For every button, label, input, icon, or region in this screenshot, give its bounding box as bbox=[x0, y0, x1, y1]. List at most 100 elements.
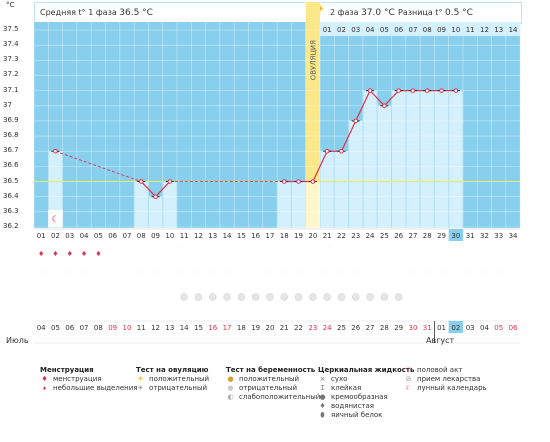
drop-icon: ♦ bbox=[41, 375, 48, 383]
test-negative-icon bbox=[209, 293, 217, 301]
cycle-day-label: 26 bbox=[394, 232, 403, 240]
temperature-point bbox=[153, 194, 158, 199]
cycle-day-label: 10 bbox=[165, 232, 174, 240]
temperature-line-segment bbox=[383, 90, 400, 107]
calendar-date-label: 15 bbox=[194, 324, 203, 332]
legend-moon: ☾ лунный календарь bbox=[405, 384, 487, 392]
y-tick-label: 36.4 bbox=[3, 191, 19, 200]
test-negative-icon bbox=[366, 293, 374, 301]
calendar-date-label: 26 bbox=[351, 324, 360, 332]
temperature-column bbox=[449, 90, 463, 228]
legend-ovu-negative: ☀ отрицательный bbox=[137, 384, 208, 392]
temperature-column bbox=[334, 151, 349, 228]
temperature-column bbox=[277, 181, 291, 228]
calendar-date-label: 31 bbox=[423, 324, 432, 332]
phase2-day-label: 10 bbox=[451, 26, 460, 34]
legend-ovu-positive: ☀ положительный bbox=[137, 375, 210, 383]
drop-icon: ♦ bbox=[95, 250, 101, 258]
legend-ovulation-title: Тест на овуляцию bbox=[136, 366, 209, 374]
temperature-point bbox=[324, 148, 330, 154]
temperature-line-segment bbox=[355, 90, 371, 122]
calendar-date-label: 28 bbox=[380, 324, 389, 332]
calendar-date-label: 20 bbox=[265, 324, 274, 332]
cycle-day-label: 22 bbox=[337, 232, 346, 240]
small-drop-icon: ♦ bbox=[42, 386, 47, 392]
phase2-header-bg bbox=[320, 22, 521, 36]
calendar-date-label: 29 bbox=[394, 324, 403, 332]
watery-icon: ♦ bbox=[319, 402, 326, 410]
cycle-day-label: 25 bbox=[380, 232, 389, 240]
test-negative-icon bbox=[180, 293, 188, 301]
temperature-point bbox=[410, 88, 416, 93]
ovulation-column bbox=[305, 2, 320, 228]
test-negative-icon: ● bbox=[227, 384, 234, 392]
calendar-date-label: 02 bbox=[451, 324, 460, 332]
cycle-day-label: 07 bbox=[122, 232, 131, 240]
phase2-day-label: 14 bbox=[509, 26, 518, 34]
phase2-day-label: 03 bbox=[351, 26, 360, 34]
calendar-date-label: 06 bbox=[65, 324, 74, 332]
calendar-date-label: 08 bbox=[94, 324, 103, 332]
today-highlight bbox=[448, 321, 463, 333]
temperature-line-segment bbox=[340, 120, 357, 152]
y-tick-label: 37.2 bbox=[3, 70, 19, 79]
temperature-point bbox=[296, 179, 301, 184]
y-tick-label: 37.5 bbox=[3, 25, 19, 33]
temperature-column bbox=[320, 151, 334, 228]
temperature-column bbox=[48, 151, 63, 228]
cycle-day-label: 17 bbox=[265, 232, 274, 240]
test-negative-icon bbox=[380, 293, 389, 301]
cycle-day-label: 11 bbox=[180, 232, 189, 240]
temperature-column bbox=[377, 105, 391, 228]
sun-positive-icon: ☀ bbox=[137, 375, 144, 383]
legend-preg-negative: ● отрицательный bbox=[227, 384, 298, 392]
cycle-day-label: 20 bbox=[308, 232, 317, 240]
cycle-day-label: 01 bbox=[37, 232, 46, 240]
calendar-date-label: 10 bbox=[122, 324, 131, 332]
y-tick-label: 36.9 bbox=[3, 115, 19, 124]
temperature-point bbox=[53, 148, 58, 154]
phase2-day-label: 01 bbox=[323, 26, 332, 34]
creamy-icon: ● bbox=[319, 393, 326, 401]
calendar-date-label: 03 bbox=[466, 324, 475, 332]
cycle-day-label: 02 bbox=[51, 232, 60, 240]
phase2-day-label: 06 bbox=[394, 26, 403, 34]
legend-menstruation: ♦ менструация bbox=[41, 375, 102, 383]
cycle-day-label: 28 bbox=[423, 232, 432, 240]
cycle-day-label: 14 bbox=[223, 232, 232, 240]
month-right: Август bbox=[426, 336, 455, 345]
temperature-column bbox=[434, 90, 449, 228]
cycle-day-label: 18 bbox=[280, 232, 289, 240]
calendar-date-label: 17 bbox=[223, 324, 232, 332]
y-tick-label: 37.4 bbox=[3, 40, 19, 49]
y-tick-label: 36.5 bbox=[3, 176, 19, 185]
phase2-day-label: 11 bbox=[466, 26, 475, 34]
cycle-day-label: 29 bbox=[437, 232, 446, 240]
temperature-point bbox=[439, 88, 444, 93]
temperature-line-segment bbox=[55, 150, 142, 182]
calendar-date-label: 14 bbox=[180, 324, 189, 332]
temperature-point bbox=[310, 179, 316, 184]
temperature-column bbox=[134, 181, 148, 228]
phase1-stat: Средняя t° 1 фаза 36.5 °C bbox=[40, 8, 153, 18]
y-tick-label: 37 bbox=[3, 100, 12, 109]
test-weak-icon: ◐ bbox=[227, 393, 234, 401]
calendar-date-label: 22 bbox=[294, 324, 303, 332]
legend-eggwhite: ⬮ яичный белок bbox=[318, 411, 382, 420]
test-negative-icon bbox=[337, 293, 346, 301]
cycle-day-label: 13 bbox=[208, 232, 217, 240]
cycle-day-label: 31 bbox=[466, 232, 475, 240]
calendar-date-label: 05 bbox=[494, 324, 503, 332]
calendar-date-label: 05 bbox=[51, 324, 60, 332]
cycle-day-label: 09 bbox=[151, 232, 160, 240]
calendar-date-label: 27 bbox=[366, 324, 375, 332]
calendar-date-label: 01 bbox=[437, 324, 446, 332]
y-tick-label: 36.6 bbox=[3, 161, 19, 170]
cycle-day-label: 34 bbox=[509, 232, 518, 240]
cycle-day-label: 12 bbox=[194, 232, 203, 240]
sun-negative-icon: ☀ bbox=[137, 384, 144, 392]
test-negative-icon bbox=[294, 293, 303, 301]
drop-icon: ♦ bbox=[38, 250, 44, 258]
cycle-day-label: 03 bbox=[65, 232, 74, 240]
